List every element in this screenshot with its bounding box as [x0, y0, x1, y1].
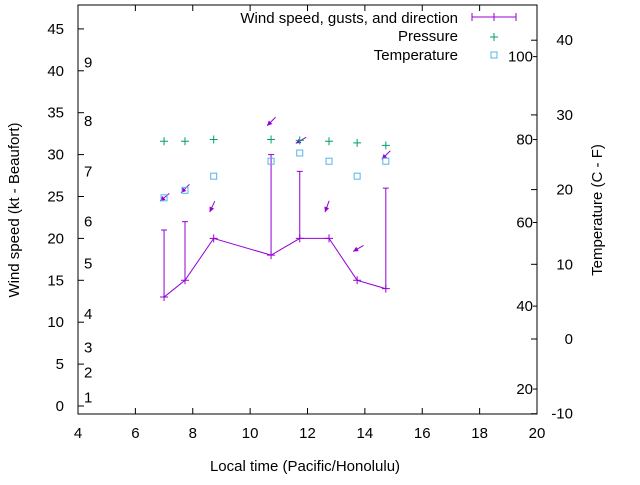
wind-direction-arrowhead [209, 206, 215, 213]
beaufort-label: 9 [84, 54, 92, 71]
temperature-point [267, 157, 275, 165]
y2-axis-label: Temperature (C - F) [589, 144, 606, 276]
legend-swatch-temperature [490, 51, 498, 59]
wind-direction-arrowhead [324, 206, 330, 213]
beaufort-label: 6 [84, 214, 92, 231]
legend-label-pressure: Pressure [398, 28, 458, 45]
temperature-point [382, 157, 390, 165]
wind-speed-line [163, 237, 386, 298]
beaufort-label: 4 [84, 306, 92, 323]
plot-frame [77, 4, 538, 415]
pressure-point [353, 138, 362, 147]
legend-swatch-pressure [490, 33, 498, 41]
x-tick-label: 6 [131, 425, 139, 442]
y-axis-label: Wind speed (kt - Beaufort) [6, 122, 23, 297]
pressure-point [160, 137, 169, 146]
legend-label-wind: Wind speed, gusts, and direction [240, 10, 458, 27]
y-tick-label: 35 [47, 105, 64, 122]
y2-tick-label: 40 [556, 32, 573, 49]
wind-direction-arrowhead [353, 246, 359, 252]
wind-speed-point [353, 276, 362, 285]
x-tick-label: 4 [74, 425, 82, 442]
x-axis-label: Local time (Pacific/Honolulu) [210, 458, 400, 475]
fahrenheit-label: 20 [516, 381, 533, 398]
y-tick-label: 40 [47, 63, 64, 80]
wind-speed-point [325, 234, 334, 243]
x-tick-label: 14 [357, 425, 374, 442]
beaufort-label: 7 [84, 163, 92, 180]
pressure-point [325, 137, 334, 146]
x-tick-label: 16 [414, 425, 431, 442]
y2-tick-label: -10 [551, 406, 573, 423]
pressure-point [295, 136, 304, 145]
pressure-point [181, 137, 190, 146]
x-tick-label: 12 [299, 425, 316, 442]
pressure-point [267, 135, 276, 144]
fahrenheit-label: 40 [516, 298, 533, 315]
temperature-point [210, 172, 218, 180]
legend: Wind speed, gusts, and direction Pressur… [240, 10, 517, 64]
pressure-point [209, 135, 218, 144]
y-tick-label: 45 [47, 21, 64, 38]
wind-direction-arrowhead [267, 120, 273, 126]
x-tick-label: 8 [189, 425, 197, 442]
beaufort-label: 5 [84, 256, 92, 273]
temperature-point [325, 157, 333, 165]
wind-speed-point [209, 234, 218, 243]
temperature-point [353, 172, 361, 180]
y-tick-label: 10 [47, 314, 64, 331]
y-tick-label: 0 [56, 398, 64, 415]
legend-label-temperature: Temperature [374, 47, 458, 64]
x-tick-label: 20 [529, 425, 546, 442]
beaufort-label: 3 [84, 339, 92, 356]
fahrenheit-label: 80 [516, 132, 533, 149]
fahrenheit-label: 100 [508, 49, 533, 66]
y2-tick-label: 30 [556, 107, 573, 124]
y-tick-label: 20 [47, 230, 64, 247]
pressure-point [381, 141, 390, 150]
y-tick-label: 15 [47, 272, 64, 289]
y-tick-label: 30 [47, 147, 64, 164]
temperature-point [296, 149, 304, 157]
y-tick-label: 5 [56, 356, 64, 373]
beaufort-label: 2 [84, 364, 92, 381]
beaufort-label: 8 [84, 113, 92, 130]
x-tick-label: 10 [242, 425, 259, 442]
x-tick-label: 18 [471, 425, 488, 442]
fahrenheit-label: 60 [516, 214, 533, 231]
y2-tick-label: 0 [565, 331, 573, 348]
temperature-point [160, 194, 168, 202]
temperature-point [181, 186, 189, 194]
y2-tick-label: 20 [556, 182, 573, 199]
y2-tick-label: 10 [556, 256, 573, 273]
y-tick-label: 25 [47, 189, 64, 206]
beaufort-label: 1 [84, 390, 92, 407]
